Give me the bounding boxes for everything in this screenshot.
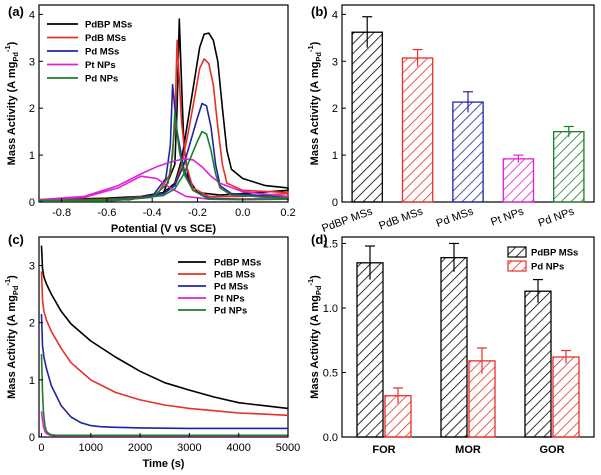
panel-c-legend-label: Pd MSs	[214, 282, 248, 293]
panel-a-label: (a)	[8, 4, 24, 19]
panel-c-ytick-label: 0	[29, 432, 35, 444]
panel-b-ylabel: Mass Activity (A mgPd-1)	[306, 41, 323, 165]
panel-c-xtick-label: 4000	[226, 442, 250, 454]
panel-b-bar	[452, 101, 484, 203]
panel-a-legend-label: Pt NPs	[85, 60, 116, 71]
panel-d-legend-label: Pd NPs	[531, 262, 564, 273]
panel-d-category-label: FOR	[372, 444, 395, 456]
panel-a-xtick-label: 0.2	[280, 207, 295, 219]
panel-c-series-line	[40, 245, 289, 410]
panel-d-bar	[440, 256, 468, 438]
panel-c-legend-label: PdBP MSs	[214, 258, 261, 269]
panel-a-legend-label: Pd MSs	[85, 47, 119, 58]
panel-c-xtick-label: 2000	[128, 442, 152, 454]
panel-a-ylabel: Mass Activity (A mgPd-1)	[3, 41, 20, 165]
panel-c-label: (c)	[8, 232, 24, 247]
panel-b-ytick-label: 2	[332, 103, 338, 115]
panel-a-legend-label: Pd NPs	[85, 74, 118, 85]
panel-a-xtick-label: -0.8	[52, 207, 71, 219]
panel-a-xtick-label: -0.6	[97, 207, 116, 219]
panel-b-ytick-label: 3	[332, 56, 338, 68]
panel-d-bar	[524, 290, 552, 438]
panel-d-ytick-label: 1.5	[323, 238, 338, 250]
panel-b-ytick-label: 4	[332, 9, 338, 21]
panel-a-xtick-label: -0.4	[143, 207, 162, 219]
panel-a-series-line	[38, 158, 289, 201]
panel-c-legend-label: Pd NPs	[214, 306, 247, 317]
panel-c-legend-label: PdB MSs	[214, 270, 255, 281]
panel-d-ytick-label: 0.5	[323, 367, 338, 379]
panel-b-category-label: Pd NPs	[537, 205, 577, 229]
panel-d-ytick-label: 1.0	[323, 303, 338, 315]
panel-b-ytick-label: 1	[332, 150, 338, 162]
panel-c-series-line	[40, 314, 288, 430]
panel-b-plot: PdBP MSs PdB MSs Pd MSs Pt NPs Pd NPs 0 1 2 3 4 Ma…	[306, 4, 595, 235]
panel-c-series-line	[40, 354, 288, 437]
panel-c: (c)	[8, 232, 24, 247]
panel-d-bar	[552, 356, 580, 438]
panel-b-bar	[401, 57, 434, 203]
panel-d-ytick-label: 0.0	[323, 432, 338, 444]
panel-a-ytick-label: 4	[29, 9, 35, 21]
panel-c-ytick-label: 1	[29, 375, 35, 387]
panel-a-ytick-label: 1	[29, 150, 35, 162]
panel-c-plot: 0 1 2 3 0 1000 2000 3000 4000 5000 Time (s) Mass Ac…	[3, 236, 300, 470]
panel-b-bar	[502, 158, 535, 203]
panel-a: (a)	[8, 4, 24, 19]
panel-a-legend-label: PdBP MSs	[85, 20, 132, 31]
panel-a-ytick-label: 0	[29, 197, 35, 209]
panel-a-series-line	[38, 18, 289, 202]
panel-d-label: (d)	[311, 232, 328, 247]
panel-b: (b)	[311, 4, 328, 19]
panel-d-category-label: GOR	[539, 444, 564, 456]
panel-a-frame	[38, 4, 289, 203]
panel-c-xtick-label: 3000	[177, 442, 201, 454]
panel-c-ytick-label: 3	[29, 261, 35, 273]
panel-d-ylabel: Mass Activity (A mgPd-1)	[306, 275, 323, 399]
panel-c-ytick-label: 2	[29, 318, 35, 330]
panel-b-label: (b)	[311, 4, 328, 19]
panel-b-category-label: Pd MSs	[435, 205, 476, 230]
panel-a-ytick-label: 3	[29, 56, 35, 68]
panel-d-plot: FOR MOR GOR 0.0 0.5 1.0 1.5 Mass Activity (A mg…	[306, 236, 595, 456]
panel-d-legend-label: PdBP MSs	[531, 248, 578, 259]
panel-c-xtick-label: 0	[38, 442, 44, 454]
panel-a-xtick-label: -0.2	[188, 207, 207, 219]
panel-d-legend-swatch	[507, 246, 527, 258]
panel-d-category-label: MOR	[455, 444, 481, 456]
panel-c-ylabel: Mass Activity (A mgPd-1)	[3, 275, 20, 399]
panel-a-xlabel: Potential (V vs SCE)	[111, 223, 216, 235]
panel-c-legend-label: Pt NPs	[214, 294, 245, 305]
panel-b-category-label: PdBP MSs	[320, 205, 374, 235]
panel-d-bar	[356, 262, 384, 438]
panel-a-series-line	[38, 39, 289, 202]
panel-c-xlabel: Time (s)	[143, 458, 185, 470]
panel-c-series-line	[40, 271, 289, 417]
panel-d: (d)	[311, 232, 328, 247]
panel-d-legend-swatch	[507, 260, 527, 272]
panel-a-series-line	[38, 112, 289, 202]
panel-c-series-line	[40, 411, 288, 437]
panel-b-category-label: PdB MSs	[377, 205, 425, 232]
panel-c-frame	[38, 236, 289, 438]
panel-a-ytick-label: 2	[29, 103, 35, 115]
panel-a-legend-label: PdB MSs	[85, 33, 126, 44]
panel-b-category-label: Pt NPs	[489, 205, 526, 228]
panel-a-xtick-label: 0.0	[235, 207, 250, 219]
panel-a-plot: 0 1 2 3 4 -0.8 -0.6 -0.4 -0.2 0.0 0.2 Potential (V …	[3, 4, 296, 235]
panel-c-xtick-label: 5000	[276, 442, 300, 454]
panel-a-series-line	[38, 83, 289, 202]
panel-b-bar	[351, 31, 383, 203]
panel-d-frame	[341, 236, 595, 438]
panel-b-ytick-label: 0	[332, 197, 338, 209]
panel-b-bar	[553, 130, 585, 203]
panel-c-xtick-label: 1000	[79, 442, 103, 454]
